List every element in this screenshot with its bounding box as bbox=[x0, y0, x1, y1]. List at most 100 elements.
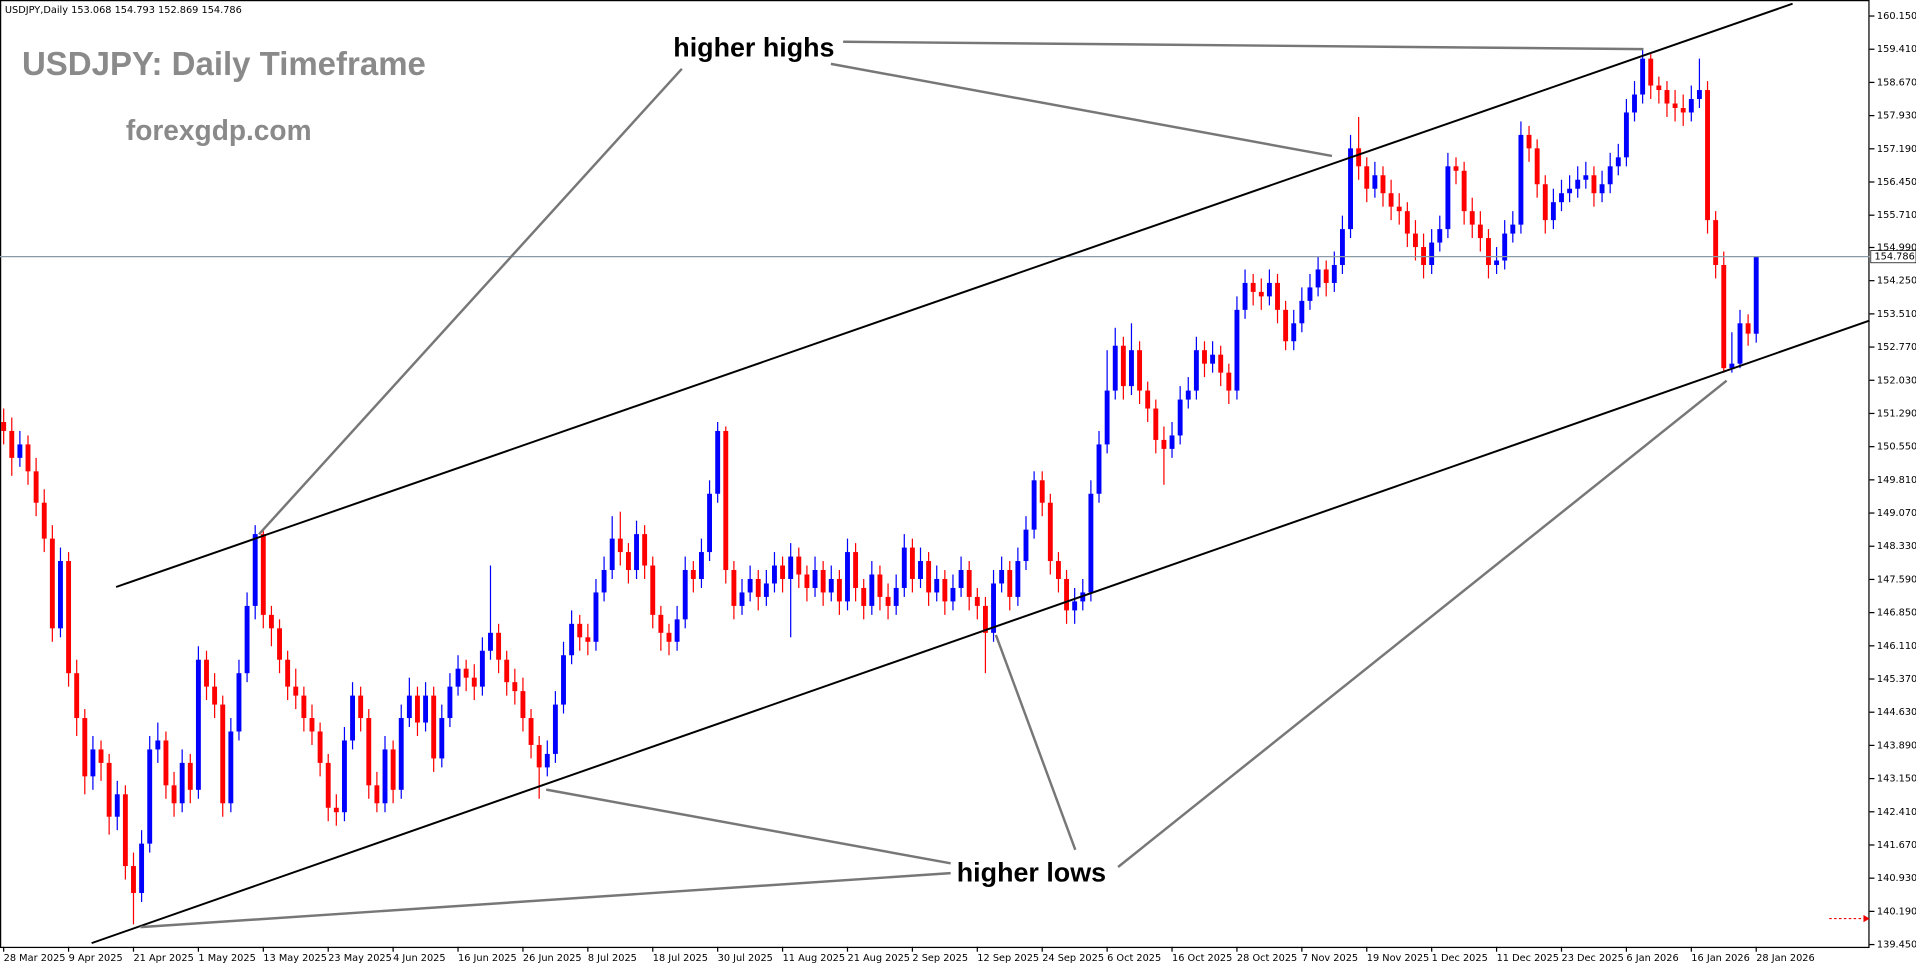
x-tick-label: 4 Jun 2025 bbox=[393, 953, 445, 964]
candle-body bbox=[268, 614, 274, 629]
candle-body bbox=[528, 718, 534, 745]
candle-body bbox=[333, 807, 339, 813]
y-tick-label: 154.990 bbox=[1877, 242, 1916, 253]
x-tick-label: 9 Apr 2025 bbox=[69, 953, 123, 964]
y-tick-label: 146.110 bbox=[1877, 641, 1916, 652]
candle-body bbox=[1729, 363, 1735, 369]
candle-body bbox=[544, 753, 550, 768]
candle-body bbox=[406, 695, 412, 719]
candle-body bbox=[390, 749, 396, 790]
candle-body bbox=[1413, 233, 1418, 248]
candle-body bbox=[252, 534, 258, 606]
candle-body bbox=[1437, 229, 1443, 243]
candle-body bbox=[1502, 233, 1508, 261]
candle-body bbox=[179, 762, 185, 804]
y-tick-label: 157.930 bbox=[1877, 111, 1916, 122]
candle-body bbox=[325, 762, 331, 808]
candle-body bbox=[877, 574, 883, 597]
candle-body bbox=[1031, 480, 1037, 530]
x-tick-label: 6 Jan 2026 bbox=[1626, 953, 1678, 964]
candle-body bbox=[139, 843, 145, 893]
candle-body bbox=[942, 578, 948, 602]
y-tick-label: 156.450 bbox=[1877, 177, 1916, 188]
candle-body bbox=[1461, 170, 1467, 212]
candle-body bbox=[1623, 112, 1629, 158]
candle-body bbox=[974, 596, 980, 606]
candle-body bbox=[1299, 300, 1305, 324]
y-tick-label: 142.410 bbox=[1877, 807, 1916, 818]
candle-body bbox=[861, 587, 867, 606]
candle-body bbox=[1550, 202, 1556, 221]
candle-body bbox=[772, 565, 777, 584]
x-tick-label: 1 Dec 2025 bbox=[1432, 953, 1488, 964]
candle-body bbox=[1242, 282, 1248, 310]
candle-body bbox=[1453, 166, 1459, 171]
candle-body bbox=[1526, 134, 1532, 149]
candle-body bbox=[1356, 148, 1362, 167]
open: 153.068 bbox=[71, 5, 111, 16]
candle-body bbox=[926, 561, 932, 593]
candle-body bbox=[812, 570, 818, 588]
candle-body bbox=[1007, 570, 1013, 597]
candle-body bbox=[90, 749, 96, 777]
y-tick-label: 150.550 bbox=[1877, 442, 1916, 453]
x-tick-label: 11 Aug 2025 bbox=[783, 953, 846, 964]
candle-body bbox=[739, 592, 745, 606]
candle-body bbox=[982, 605, 988, 633]
candle-body bbox=[9, 430, 15, 458]
candle-body bbox=[1640, 58, 1646, 95]
x-tick-label: 13 May 2025 bbox=[263, 953, 327, 964]
annotation: higher highs bbox=[673, 32, 834, 62]
candle-body bbox=[1137, 350, 1143, 391]
candle-body bbox=[1591, 175, 1597, 194]
candle-body bbox=[106, 762, 112, 817]
x-tick-label: 11 Dec 2025 bbox=[1497, 953, 1559, 964]
candle-body bbox=[698, 552, 704, 579]
candle-body bbox=[1421, 247, 1427, 265]
candle-body bbox=[1656, 85, 1662, 91]
candle-body bbox=[1518, 134, 1524, 225]
candle-body bbox=[147, 749, 153, 844]
chart-subtitle: forexgdp.com bbox=[126, 114, 312, 146]
pointer bbox=[830, 62, 1333, 158]
candle-body bbox=[585, 637, 591, 642]
y-tick-label: 145.370 bbox=[1877, 674, 1916, 685]
candle-body bbox=[479, 650, 485, 687]
candle-body bbox=[520, 691, 526, 719]
channel-lower bbox=[91, 319, 1870, 945]
candle-body bbox=[447, 686, 453, 719]
candle-body bbox=[1120, 345, 1126, 387]
chart-title: USDJPY: Daily Timeframe bbox=[22, 46, 426, 83]
candle-body bbox=[236, 673, 242, 732]
candle-body bbox=[731, 570, 737, 606]
candle-body bbox=[780, 565, 786, 579]
candle-body bbox=[1047, 502, 1053, 562]
x-tick-label: 16 Jan 2026 bbox=[1691, 953, 1749, 964]
x-tick-label: 18 Jul 2025 bbox=[653, 953, 708, 964]
candle-body bbox=[893, 587, 899, 606]
candle-body bbox=[455, 668, 461, 687]
candle-body bbox=[163, 740, 169, 786]
y-tick-label: 143.890 bbox=[1877, 740, 1916, 751]
candle-body bbox=[1153, 408, 1159, 440]
pointer bbox=[545, 788, 951, 865]
candle-body bbox=[828, 578, 834, 593]
candle-body bbox=[512, 682, 518, 692]
pointer bbox=[1117, 379, 1728, 868]
x-tick-label: 28 Mar 2025 bbox=[4, 953, 66, 964]
symbol: USDJPY,Daily bbox=[5, 5, 68, 16]
pointer bbox=[140, 871, 951, 929]
price-tag bbox=[1870, 250, 1916, 264]
candle-body bbox=[122, 794, 128, 867]
candle-body bbox=[33, 471, 39, 503]
candle-body bbox=[1177, 399, 1183, 436]
candle-body bbox=[341, 740, 347, 813]
header: USDJPY,Daily 153.068 154.793 152.869 154… bbox=[5, 5, 242, 16]
candle-body bbox=[25, 444, 31, 472]
candle-body bbox=[601, 570, 607, 593]
candle-body bbox=[1266, 282, 1272, 297]
x-tick-label: 7 Nov 2025 bbox=[1302, 953, 1358, 964]
x-tick-label: 23 May 2025 bbox=[328, 953, 392, 964]
y-tick-label: 153.510 bbox=[1877, 309, 1916, 320]
candle-body bbox=[958, 570, 964, 588]
